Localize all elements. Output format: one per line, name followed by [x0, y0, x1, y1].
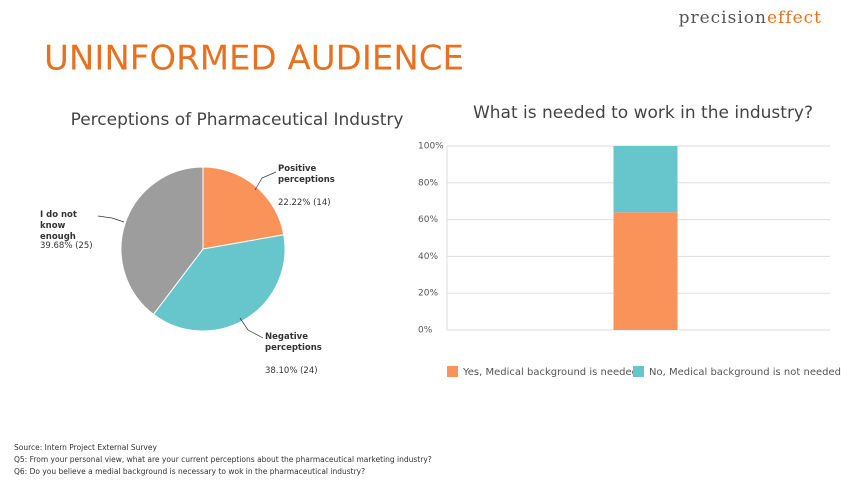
y-tick-label: 0%	[418, 326, 433, 336]
slide-title: UNINFORMED AUDIENCE	[44, 39, 464, 79]
pie-slice	[152, 234, 286, 332]
y-tick-label: 40%	[418, 252, 438, 262]
slice-value-label: 22.22% (14)	[278, 198, 331, 208]
legend-swatch	[633, 366, 644, 377]
pie-slice	[202, 166, 285, 250]
slice-label: I do not know enough	[40, 210, 77, 242]
leader-line	[97, 215, 125, 223]
logo-part: effect	[767, 8, 822, 28]
y-tick-label: 80%	[418, 178, 438, 188]
y-tick-label: 100%	[418, 142, 444, 152]
slice-value-label: 39.68% (25)	[40, 241, 93, 251]
footer-line: Source: Intern Project External Survey	[14, 443, 157, 452]
legend-label: Yes, Medical background is needed	[462, 367, 638, 378]
legend-swatch	[447, 366, 458, 377]
pie-slice	[120, 166, 204, 316]
leader-line	[254, 171, 277, 191]
logo-part: precision	[679, 8, 767, 28]
chart-title: What is needed to work in the industry?	[473, 103, 813, 123]
bar-segment	[613, 146, 678, 213]
y-tick-label: 20%	[418, 289, 438, 299]
slice-label: Negative perceptions	[265, 332, 322, 353]
slice-label: Positive perceptions	[278, 164, 335, 185]
leader-line	[239, 317, 264, 339]
slice-value-label: 38.10% (24)	[265, 366, 318, 376]
logo: precisioneffect	[679, 8, 822, 28]
bar-segment	[613, 212, 678, 330]
y-tick-label: 60%	[418, 215, 438, 225]
footer-line: Q6: Do you believe a medial background i…	[14, 467, 366, 476]
footer-line: Q5: From your personal view, what are yo…	[14, 455, 432, 464]
chart-title: Perceptions of Pharmaceutical Industry	[71, 110, 404, 130]
legend-label: No, Medical background is not needed	[649, 367, 841, 378]
